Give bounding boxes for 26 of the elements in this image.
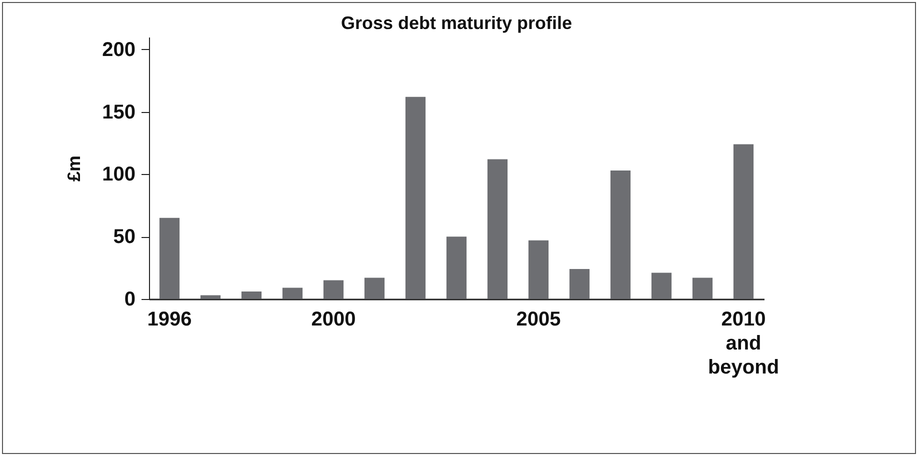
bar: [651, 272, 672, 299]
bar: [733, 144, 754, 299]
x-tick-label: 2005: [516, 308, 561, 330]
y-tick-label: 150: [102, 101, 136, 124]
bar: [610, 170, 631, 299]
bar: [528, 240, 549, 299]
x-tick-label: 2000: [311, 308, 356, 330]
bar: [282, 288, 303, 299]
y-tick-label: 50: [113, 226, 136, 248]
bar: [446, 236, 467, 299]
bar: [200, 295, 221, 299]
x-tick-label: 1996: [147, 308, 192, 330]
y-tick-label: 0: [124, 288, 136, 310]
bar: [487, 159, 508, 299]
bar: [241, 292, 262, 299]
x-tick-label: 2010 and beyond: [708, 308, 780, 378]
bar: [323, 280, 344, 299]
bar: [364, 278, 385, 299]
bar: [692, 278, 713, 299]
y-axis-title: £m: [64, 155, 84, 182]
y-tick-label: 200: [102, 38, 136, 61]
y-tick-label: 100: [102, 164, 136, 186]
bar: [159, 218, 180, 299]
chart-title: Gross debt maturity profile: [340, 13, 572, 33]
bar: [405, 96, 426, 299]
bar: [569, 269, 590, 299]
